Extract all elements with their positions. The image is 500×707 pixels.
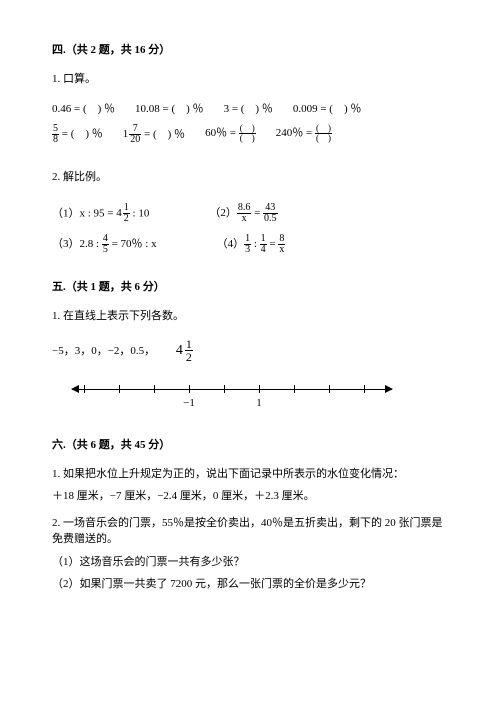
calc-item: 1720 = ( ) ％ xyxy=(123,124,185,145)
s4-q1-row1: 0.46 = ( ) ％ 10.08 = ( ) ％ 3 = ( ) ％ 0.0… xyxy=(52,101,448,118)
section5-title: 五.（共 1 题，共 6 分） xyxy=(52,279,448,296)
ratio-item: （2）8.6x = 430.5 xyxy=(209,203,277,224)
number-line: −1 1 xyxy=(52,381,448,413)
ratio-block: （1）x : 95 = 412 : 10 （2）8.6x = 430.5 （3）… xyxy=(52,203,448,255)
s4-q2-label: 2. 解比例。 xyxy=(52,169,448,186)
s4-q1-label: 1. 口算。 xyxy=(52,71,448,88)
calc-item: 240％ = ( )( ) xyxy=(276,124,332,145)
ratio-item: （4）13 : 14 = 8x xyxy=(217,234,286,255)
number-list: −5，3，0，−2，0.5， 412 xyxy=(52,338,448,363)
calc-item: 60％ = ( )( ) xyxy=(205,124,256,145)
section4-title: 四.（共 2 题，共 16 分） xyxy=(52,42,448,59)
s6-q2: 2. 一场音乐会的门票，55％是按全价卖出，40％是五折卖出，剩下的 20 张门… xyxy=(52,515,448,593)
calc-item: 58 = ( ) ％ xyxy=(52,124,103,145)
calc-item: 0.46 = ( ) ％ xyxy=(52,101,115,118)
calc-item: 0.009 = ( ) ％ xyxy=(293,101,362,118)
ratio-item: （1）x : 95 = 412 : 10 xyxy=(52,203,149,224)
calc-item: 10.08 = ( ) ％ xyxy=(135,101,204,118)
section6-title: 六.（共 6 题，共 45 分） xyxy=(52,437,448,454)
s6-q1: 1. 如果把水位上升规定为正的，说出下面记录中所表示的水位变化情况： ＋18 厘… xyxy=(52,466,448,505)
ratio-item: （3）2.8 : 45 = 70％ : x xyxy=(52,234,157,255)
calc-item: 3 = ( ) ％ xyxy=(224,101,273,118)
s5-q1-label: 1. 在直线上表示下列各数。 xyxy=(52,308,448,325)
s4-q1-row2: 58 = ( ) ％ 1720 = ( ) ％ 60％ = ( )( ) 240… xyxy=(52,124,448,145)
